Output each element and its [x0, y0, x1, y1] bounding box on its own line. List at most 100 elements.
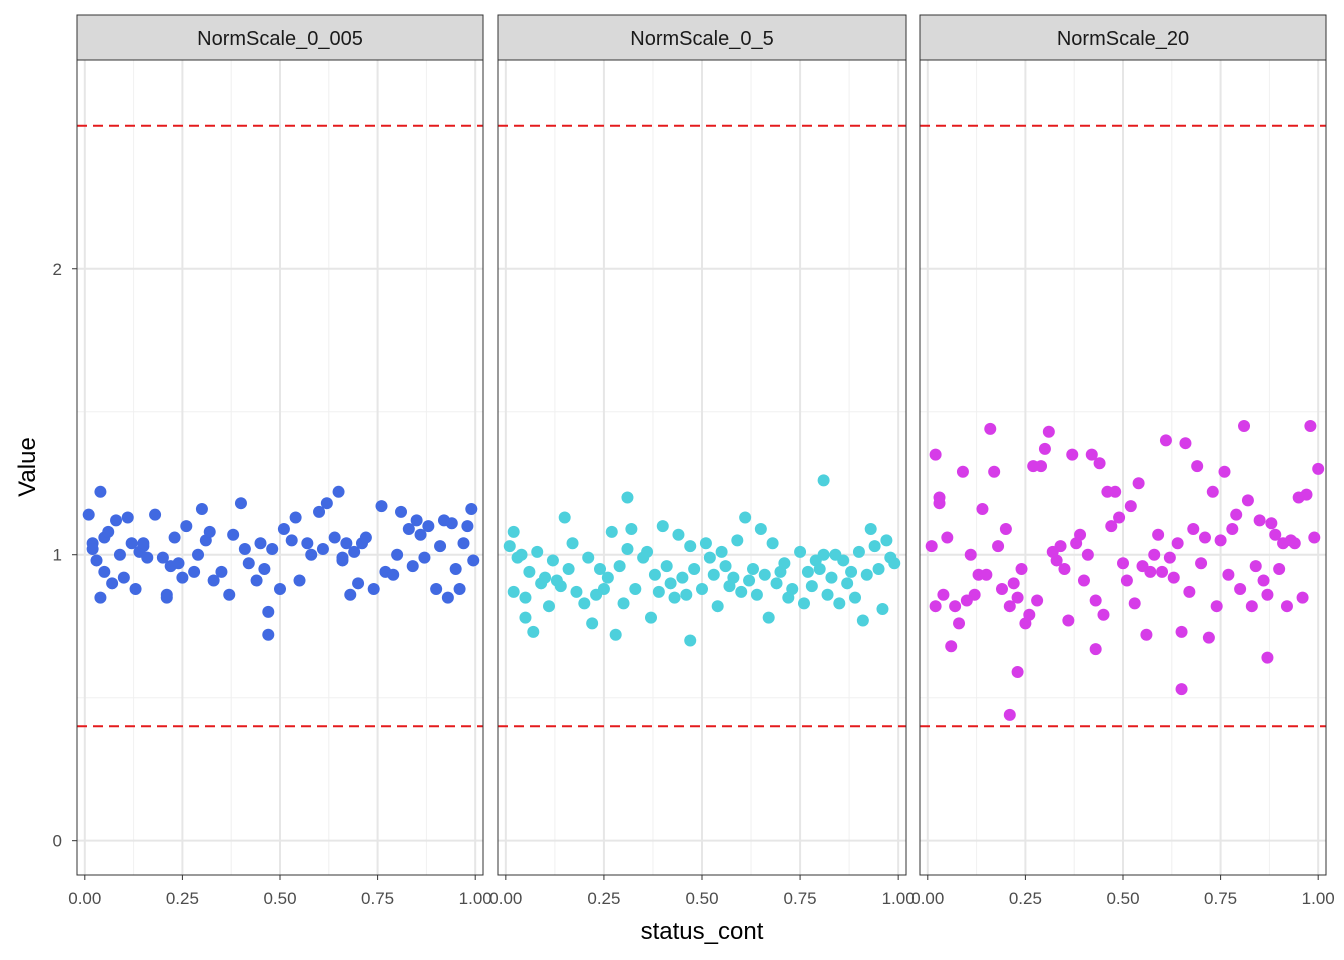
- data-point: [1249, 560, 1262, 573]
- data-point: [449, 563, 462, 576]
- x-tick-label: 0.00: [489, 889, 522, 908]
- data-point: [1159, 434, 1172, 447]
- data-point: [258, 563, 271, 576]
- data-point: [1062, 614, 1075, 627]
- data-point: [527, 625, 540, 638]
- data-point: [1253, 514, 1266, 527]
- facet-strip: [497, 14, 907, 61]
- data-point: [817, 548, 830, 561]
- facet-strip-label: NormScale_0_005: [197, 28, 363, 50]
- data-point: [1238, 420, 1251, 433]
- x-tick-label: 0.50: [1106, 889, 1139, 908]
- data-point: [1097, 608, 1110, 621]
- data-point: [1261, 588, 1274, 601]
- data-point: [629, 583, 642, 596]
- data-point: [876, 603, 889, 616]
- data-point: [825, 571, 838, 584]
- data-point: [672, 528, 685, 541]
- data-point: [860, 568, 873, 581]
- data-point: [817, 474, 830, 487]
- data-point: [223, 588, 236, 601]
- data-point: [461, 520, 474, 533]
- x-tick-label: 0.50: [263, 889, 296, 908]
- data-point: [274, 583, 286, 596]
- data-point: [188, 565, 201, 578]
- data-point: [684, 634, 697, 647]
- data-point: [980, 568, 993, 581]
- data-point: [1031, 594, 1044, 607]
- data-point: [833, 597, 846, 610]
- data-point: [207, 574, 220, 587]
- data-point: [1011, 591, 1024, 604]
- data-point: [1042, 425, 1055, 438]
- data-point: [1222, 568, 1235, 581]
- data-point: [102, 525, 115, 538]
- data-point: [348, 545, 361, 558]
- data-point: [766, 537, 779, 550]
- data-point: [743, 574, 756, 587]
- data-point: [668, 591, 681, 604]
- facet-panel: NormScale_0_5 0.00 0.25 0.50 0.75 1.00: [489, 14, 915, 908]
- data-point: [1206, 485, 1219, 498]
- data-point: [172, 557, 185, 570]
- data-point: [316, 543, 329, 555]
- data-point: [758, 568, 771, 581]
- data-point: [1198, 531, 1211, 544]
- data-point: [94, 591, 107, 604]
- data-point: [558, 511, 571, 524]
- data-point: [1195, 557, 1208, 570]
- data-point: [1093, 457, 1106, 470]
- data-point: [340, 537, 353, 550]
- data-point: [786, 583, 799, 596]
- data-point: [1077, 574, 1090, 587]
- data-point: [418, 551, 431, 564]
- y-axis-title: Value: [14, 437, 41, 497]
- data-point: [352, 577, 365, 590]
- data-point: [762, 611, 775, 624]
- x-axis-title: status_cont: [641, 918, 764, 945]
- data-point: [1081, 548, 1094, 561]
- data-point: [872, 563, 885, 576]
- data-point: [242, 557, 255, 570]
- data-point: [880, 534, 893, 547]
- data-point: [1003, 600, 1016, 613]
- data-point: [731, 534, 744, 547]
- data-point: [1171, 537, 1184, 550]
- data-point: [719, 560, 732, 573]
- data-point: [1234, 583, 1247, 596]
- facet-panel: NormScale_20 0.00 0.25 0.50 0.75 1.00: [911, 14, 1335, 908]
- data-point: [664, 577, 677, 590]
- data-point: [609, 628, 622, 641]
- data-point: [1241, 494, 1254, 507]
- data-point: [293, 574, 306, 587]
- data-point: [582, 551, 595, 564]
- facet-strip: [919, 14, 1327, 61]
- data-point: [1179, 437, 1192, 450]
- data-point: [841, 577, 854, 590]
- x-tick-label: 1.00: [1302, 889, 1335, 908]
- x-tick-label: 1.00: [459, 889, 492, 908]
- data-point: [1003, 708, 1016, 721]
- data-point: [1148, 548, 1161, 561]
- data-point: [367, 583, 380, 596]
- data-point: [515, 548, 528, 561]
- data-point: [1191, 460, 1204, 473]
- data-point: [945, 640, 958, 653]
- data-point: [992, 540, 1005, 553]
- data-point: [320, 497, 333, 510]
- data-point: [1066, 448, 1079, 461]
- data-point: [652, 585, 665, 598]
- data-point: [937, 588, 950, 601]
- data-point: [660, 560, 673, 573]
- data-point: [770, 577, 783, 590]
- data-point: [531, 545, 544, 558]
- data-point: [1265, 517, 1278, 530]
- data-point: [168, 531, 181, 544]
- data-point: [747, 563, 759, 576]
- data-point: [289, 511, 302, 524]
- data-point: [1175, 625, 1188, 638]
- data-point: [999, 522, 1012, 535]
- x-tick-label: 0.75: [784, 889, 817, 908]
- data-point: [250, 574, 263, 587]
- data-point: [1202, 631, 1215, 644]
